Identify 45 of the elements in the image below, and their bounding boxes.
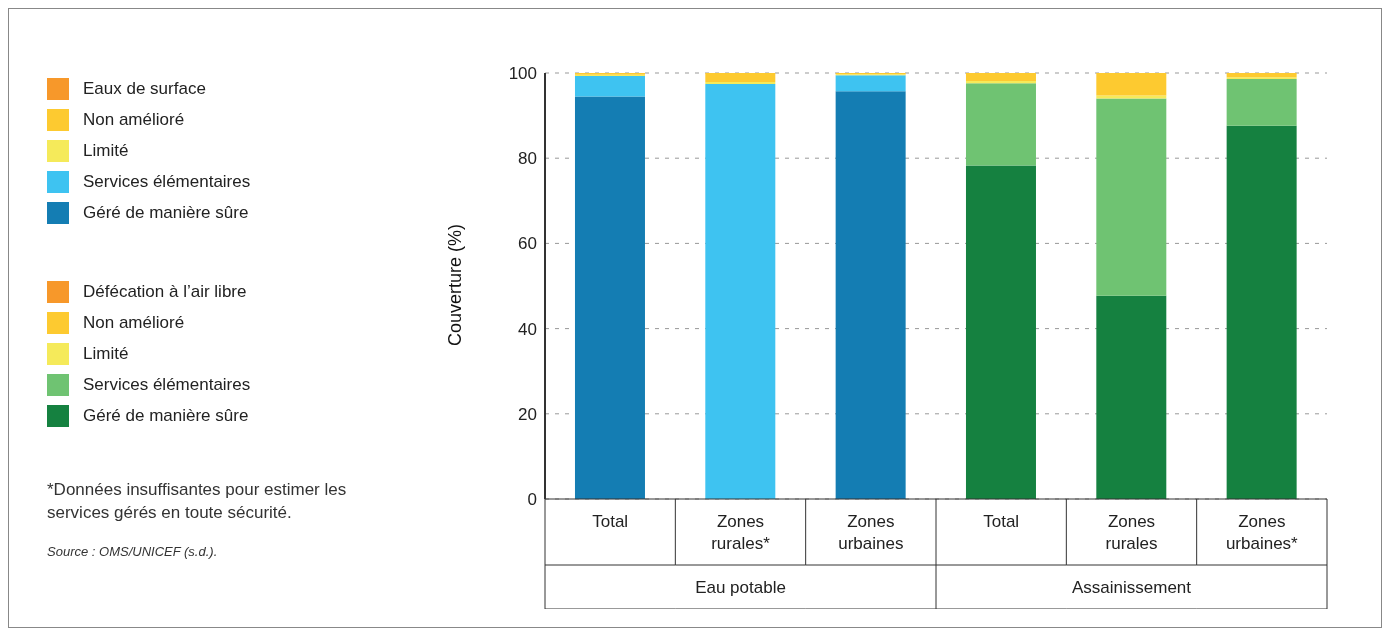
bar (574, 75, 645, 97)
legend-label: Non amélioré (83, 109, 185, 130)
y-tick-label: 40 (518, 319, 537, 339)
text: *Données insuffisantes pour estimer les services gérés en toute sécurité. (47, 479, 348, 524)
legend-label: Défécation à l’air libre (83, 281, 247, 302)
text: Eau potable (695, 578, 786, 597)
bar (705, 73, 776, 82)
legend-label: Services élémentaires (83, 374, 251, 395)
bar (965, 81, 1036, 84)
bar (1096, 295, 1167, 499)
bar (705, 81, 776, 85)
legend-label: Services élémentaires (83, 171, 251, 192)
bar (965, 73, 1036, 82)
bar (1096, 73, 1167, 96)
bar (705, 84, 776, 499)
bar (1096, 95, 1167, 99)
legend-label: Géré de manière sûre (83, 405, 249, 426)
y-tick-label: 0 (527, 490, 537, 510)
legend-label: Eaux de surface (83, 78, 206, 99)
x-tick-label: Zones urbaines* (1225, 512, 1299, 553)
x-tick-label: Total (592, 512, 629, 531)
y-tick-label: 80 (518, 149, 537, 169)
legend-label: Géré de manière sûre (83, 202, 249, 223)
legend-label: Non amélioré (83, 312, 185, 333)
bar (1226, 125, 1297, 499)
y-tick-label: 20 (518, 404, 537, 424)
bar (1096, 98, 1167, 296)
y-axis-title: Couverture (%) (445, 223, 466, 346)
x-tick-label: Zones urbaines (838, 512, 904, 553)
bar (835, 75, 906, 92)
x-tick-label: Zones rurales* (711, 512, 771, 553)
legend-label: Limité (83, 140, 129, 161)
bar (965, 165, 1036, 499)
bar (835, 91, 906, 499)
bar (965, 83, 1036, 166)
source-note: Source : OMS/UNICEF (s.d.). (47, 542, 219, 561)
bar (1226, 73, 1297, 78)
bar (1226, 78, 1297, 126)
y-tick-label: 60 (518, 234, 537, 254)
text: Assainissement (1071, 578, 1192, 597)
x-tick-label: Zones rurales (1105, 512, 1158, 553)
legend-label: Limité (83, 343, 129, 364)
x-tick-label: Total (983, 512, 1020, 531)
y-tick-label: 100 (508, 64, 537, 84)
bar (574, 96, 645, 499)
